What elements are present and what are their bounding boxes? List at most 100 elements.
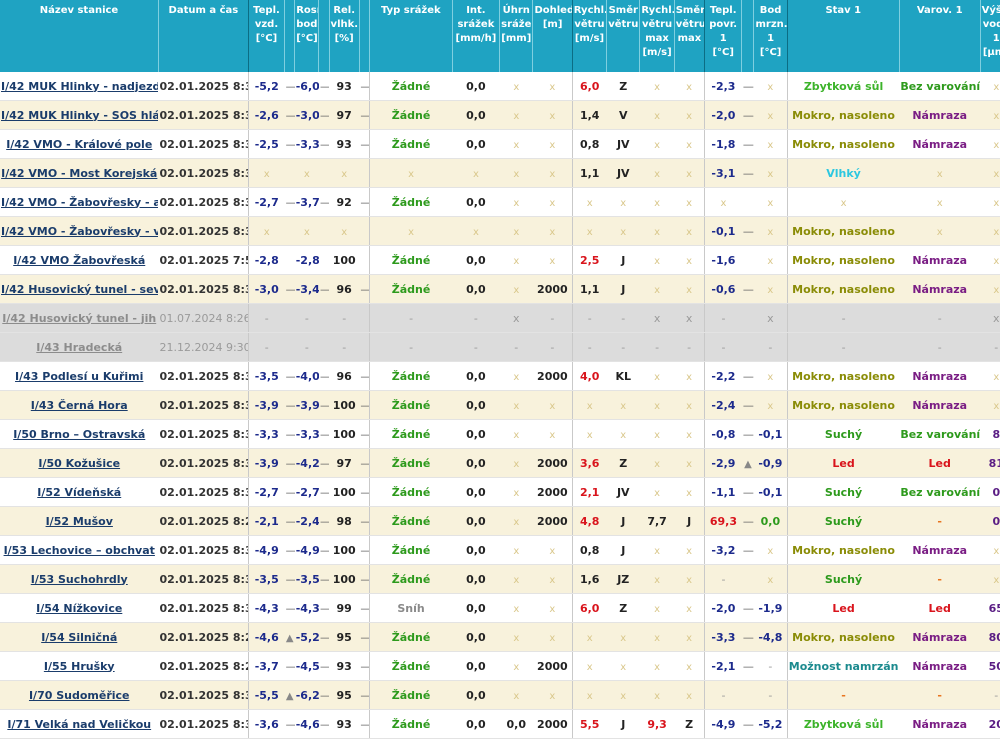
station-link[interactable]: I/71 Velká nad Veličkou <box>7 717 152 731</box>
station-link[interactable]: I/42 VMO - Žabovřesky - voz. <box>1 224 158 238</box>
humidity-trend-cell: — <box>359 419 370 449</box>
freezing-point-cell: x <box>753 303 788 333</box>
road-state-value: Možnost namrzání <box>788 659 900 673</box>
road-state-value: - <box>841 340 846 354</box>
dew-point-trend-value: — <box>320 689 329 702</box>
station-link[interactable]: I/54 Silničná <box>41 630 118 644</box>
column-header-station[interactable]: Název stanice <box>0 0 159 72</box>
station-link[interactable]: I/52 Mušov <box>45 514 113 528</box>
station-name-cell: I/42 VMO Žabovřeská <box>0 245 159 275</box>
column-header-hum-trend[interactable] <box>359 0 370 72</box>
wind-direction-value: - <box>621 311 626 325</box>
air-temperature-value: -3,9 <box>254 398 279 412</box>
table-row[interactable]: I/42 MUK Hlinky - SOS hláska02.01.2025 8… <box>0 100 1000 130</box>
column-header-freeze[interactable]: Bod mrzn. 1 [°C] <box>753 0 788 72</box>
table-row[interactable]: I/42 Husovický tunel - jih 01.07.2024 8:2… <box>0 303 1000 333</box>
column-header-wind-speed[interactable]: Rychl. větru [m/s] <box>572 0 608 72</box>
station-link[interactable]: I/70 Sudoměřice <box>28 688 130 702</box>
station-link[interactable]: I/43 Hradecká <box>36 340 123 354</box>
column-header-dew-trend[interactable] <box>318 0 330 72</box>
wind-speed-cell: x <box>572 680 607 710</box>
column-header-surf-trend[interactable] <box>741 0 755 72</box>
table-row[interactable]: I/42 VMO - Žabovřesky - voz.02.01.2025 8… <box>0 216 1000 246</box>
table-row[interactable]: I/50 Brno – Ostravská 02.01.2025 8:33 -3,3… <box>0 419 1000 449</box>
station-link[interactable]: I/50 Brno – Ostravská <box>13 427 146 441</box>
air-temperature-trend-value: — <box>286 80 295 93</box>
timestamp-value: 02.01.2025 8:33 <box>159 166 247 180</box>
table-row[interactable]: I/71 Velká nad Veličkou 02.01.2025 8:30 -3… <box>0 709 1000 739</box>
column-header-temp-trend[interactable] <box>284 0 296 72</box>
column-header-precip-sum[interactable]: Úhrn srážek [mm] <box>499 0 534 72</box>
station-link[interactable]: I/53 Suchohrdly <box>30 572 128 586</box>
station-link[interactable]: I/54 Nížkovice <box>36 601 123 615</box>
station-link[interactable]: I/42 VMO - Most Korejská <box>1 166 158 180</box>
wind-speed-cell: 3,6 <box>572 448 607 478</box>
station-link[interactable]: I/42 MUK Hlinky - SOS hláska <box>1 108 159 122</box>
station-link[interactable]: I/42 VMO Žabovřeská <box>13 253 146 267</box>
relative-humidity-value: 98 <box>336 514 352 528</box>
column-header-wind-dir[interactable]: Směr větru <box>606 0 641 72</box>
precipitation-intensity-cell: 0,0 <box>452 651 500 681</box>
precipitation-total-value: x <box>513 81 520 93</box>
column-header-dew[interactable]: Rosný bod [°C] <box>294 0 320 72</box>
road-state-cell: - <box>787 680 900 710</box>
station-link[interactable]: I/42 Husovický tunel - jih <box>2 311 157 325</box>
column-header-time[interactable]: Datum a čas <box>158 0 249 72</box>
column-header-water[interactable]: Výška vody 1 [µm] <box>980 0 1000 72</box>
column-header-hum[interactable]: Rel. vlhk. [%] <box>329 0 360 72</box>
wind-speed-max-cell: 7,7 <box>639 506 675 536</box>
column-header-precip-int[interactable]: Int. srážek [mm/h] <box>452 0 501 72</box>
precipitation-intensity-cell: 0,0 <box>452 419 500 449</box>
air-temperature-value: - <box>264 340 269 354</box>
column-header-visibility[interactable]: Dohled. [m] <box>532 0 573 72</box>
table-row[interactable]: I/43 Hradecká 21.12.2024 9:30 - - - - - - - - - - - -… <box>0 332 1000 362</box>
table-row[interactable]: I/42 Husovický tunel - sever 02.01.2025 8… <box>0 274 1000 304</box>
station-link[interactable]: I/52 Vídeňská <box>37 485 122 499</box>
station-link[interactable]: I/42 Husovický tunel - sever <box>1 282 159 296</box>
table-row[interactable]: I/43 Podlesí u Kuřimi 02.01.2025 8:33 -3,5… <box>0 361 1000 391</box>
column-header-surf[interactable]: Tepl. povr. 1 [°C] <box>704 0 743 72</box>
station-link[interactable]: I/53 Lechovice – obchvat <box>3 543 155 557</box>
column-header-wind-max[interactable]: Rychl. větru max [m/s] <box>639 0 675 72</box>
wind-direction-max-cell: x <box>674 535 706 565</box>
station-link[interactable]: I/43 Černá Hora <box>30 398 128 412</box>
wind-speed-value: 6,0 <box>579 601 600 615</box>
air-temperature-cell: -3,6 <box>248 709 285 739</box>
wind-direction-max-cell: - <box>674 332 706 362</box>
precipitation-type-cell: Žádné <box>369 274 453 304</box>
column-header-precip-type[interactable]: Typ srážek <box>369 0 453 72</box>
wind-direction-cell: Z <box>606 72 640 101</box>
column-header-warn[interactable]: Varov. 1 <box>899 0 981 72</box>
freezing-point-cell: x <box>753 100 788 130</box>
warning-value: Led <box>928 601 951 615</box>
station-link[interactable]: I/50 Kožušice <box>38 456 121 470</box>
station-link[interactable]: I/43 Podlesí u Kuřimi <box>15 369 144 383</box>
wind-speed-max-cell: x <box>639 187 675 217</box>
column-header-wind-max-dir[interactable]: Směr větru max <box>674 0 706 72</box>
surface-temperature-cell: -1,8 <box>704 129 742 159</box>
table-row[interactable]: I/42 VMO - Králové pole 02.01.2025 8:33 -2… <box>0 129 1000 159</box>
visibility-cell: x <box>532 158 573 188</box>
warning-value: x <box>936 197 943 209</box>
column-header-state[interactable]: Stav 1 <box>787 0 900 72</box>
station-link[interactable]: I/42 VMO - Králové pole <box>6 137 153 151</box>
station-link[interactable]: I/42 VMO - Žabovřesky - atm. <box>1 195 158 209</box>
table-row[interactable]: I/42 VMO Žabovřeská 02.01.2025 7:53 -2,8 -2… <box>0 245 1000 275</box>
table-row[interactable]: I/42 VMO - Žabovřesky - atm.02.01.2025 8… <box>0 187 1000 217</box>
station-link[interactable]: I/42 MUK Hlinky - nadjezd <box>1 79 159 93</box>
freezing-point-cell: x <box>753 390 788 420</box>
station-link[interactable]: I/55 Hrušky <box>43 659 115 673</box>
column-header-temp[interactable]: Tepl. vzd. [°C] <box>248 0 286 72</box>
